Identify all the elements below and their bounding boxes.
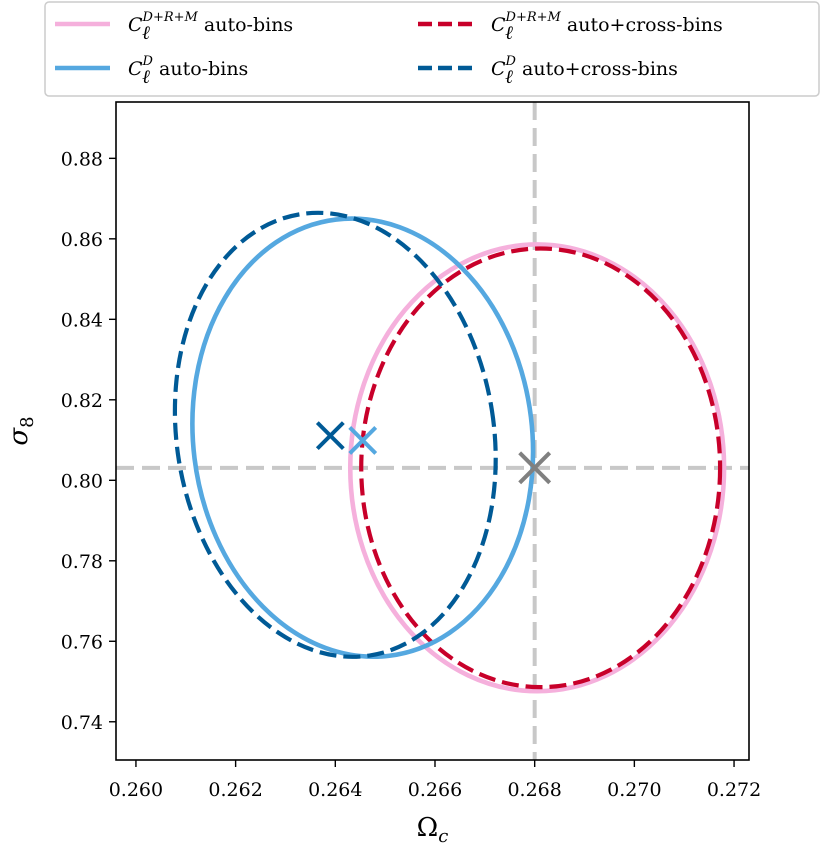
- x-tick-label-2: 0.264: [308, 779, 362, 801]
- legend-sub-0: ℓ: [142, 22, 150, 44]
- contour-3: [172, 210, 498, 659]
- y-tick-label-7: 0.88: [61, 148, 103, 170]
- y-tick-label-5: 0.84: [61, 309, 103, 331]
- y-tick-label-3: 0.80: [61, 470, 103, 492]
- bestfit-marker-2-stroke-b: [348, 426, 378, 455]
- x-axis-label: Ωc: [417, 813, 449, 847]
- bestfit-marker-3: [315, 421, 345, 451]
- y-tick-label-1: 0.76: [61, 631, 103, 653]
- x-tick-label-0: 0.260: [109, 779, 163, 801]
- y-tick-label-4: 0.82: [61, 390, 103, 412]
- contour-0: [347, 242, 727, 694]
- fiducial-marker-stroke-b: [518, 451, 552, 485]
- legend-sub-2: ℓ: [142, 66, 150, 88]
- plot-area: [116, 102, 749, 760]
- legend-label-3: CD auto+cross-bins: [491, 54, 678, 80]
- y-axis-label: σ8: [4, 416, 38, 445]
- legend-label-1: CD+R+M auto+cross-bins: [491, 10, 723, 36]
- fiducial-marker: [518, 451, 552, 485]
- x-tick-label-1: 0.262: [208, 779, 262, 801]
- y-tick-label-0: 0.74: [61, 712, 103, 734]
- contour-1: [359, 246, 723, 690]
- legend-box: [44, 1, 820, 97]
- bestfit-marker-2: [348, 426, 378, 455]
- legend-label-2: CD auto-bins: [128, 54, 248, 80]
- x-tick-label-6: 0.272: [707, 779, 761, 801]
- legend-sub-3: ℓ: [505, 66, 513, 88]
- y-tick-label-6: 0.86: [61, 229, 103, 251]
- contour-2: [190, 216, 536, 660]
- y-tick-label-2: 0.78: [61, 551, 103, 573]
- axes: 0.260 0.262 0.264 0.266 0.268 0.270 0.272 0.74 0…: [4, 101, 761, 847]
- legend-sub-1: ℓ: [505, 22, 513, 44]
- x-tick-label-3: 0.266: [408, 779, 462, 801]
- x-tick-label-5: 0.270: [607, 779, 661, 801]
- legend-label-0: CD+R+M auto-bins: [128, 10, 293, 36]
- x-tick-label-4: 0.268: [507, 779, 561, 801]
- bestfit-marker-3-stroke-b: [315, 421, 345, 451]
- plot-frame: [115, 101, 750, 761]
